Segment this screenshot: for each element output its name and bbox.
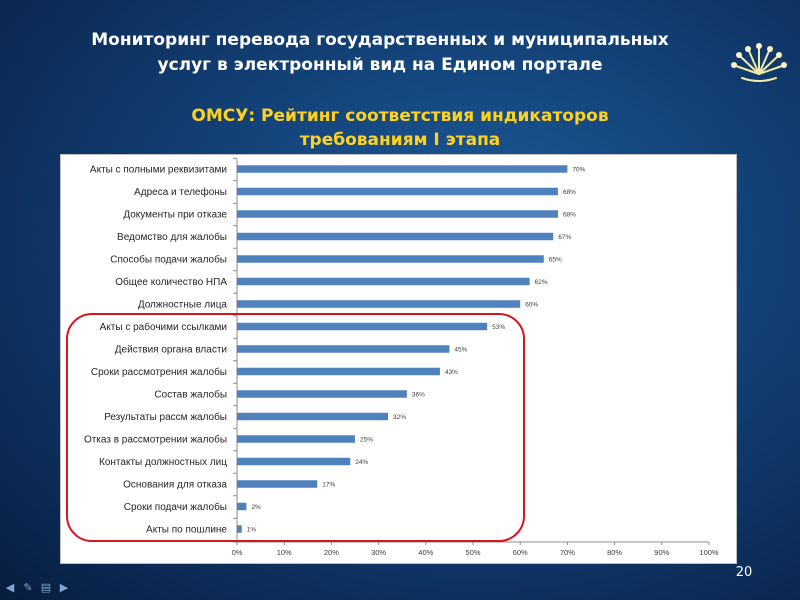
- category-label: Документы при отказе: [123, 210, 227, 221]
- chart-heading-line1: ОМСУ: Рейтинг соответствия индикаторов: [191, 106, 609, 126]
- value-label: 43%: [445, 369, 458, 376]
- bar: [237, 232, 554, 241]
- category-label: Контакты должностных лиц: [99, 457, 227, 468]
- x-tick-label: 20%: [324, 548, 339, 557]
- value-label: 36%: [412, 392, 425, 399]
- value-label: 25%: [360, 437, 373, 444]
- bar: [237, 300, 521, 308]
- value-label: 45%: [454, 347, 467, 354]
- value-label: 24%: [355, 459, 368, 466]
- x-tick-label: 60%: [513, 548, 528, 557]
- page-number: 20: [735, 565, 753, 580]
- bar: [237, 435, 355, 443]
- value-label: 62%: [535, 279, 548, 286]
- bar: [237, 367, 440, 376]
- chart-heading: ОМСУ: Рейтинг соответствия индикаторов т…: [100, 104, 700, 152]
- value-label: 68%: [563, 189, 576, 196]
- value-label: 2%: [251, 504, 261, 511]
- x-tick-label: 50%: [465, 548, 480, 557]
- chart-panel: Акты с полными реквизитами 70% Адреса и те…: [60, 154, 737, 564]
- bar: [237, 525, 242, 533]
- category-label: Акты по пошлине: [146, 525, 227, 536]
- bar: [237, 255, 544, 263]
- value-label: 32%: [393, 414, 406, 421]
- bar: [237, 457, 351, 466]
- category-label: Сроки подачи жалобы: [124, 501, 227, 513]
- value-label: 53%: [492, 324, 505, 331]
- arrow-right-icon[interactable]: ▶: [59, 581, 69, 594]
- category-label: Общее количество НПА: [115, 276, 227, 288]
- bar: [237, 187, 558, 196]
- value-label: 68%: [563, 212, 576, 219]
- category-label: Результаты рассм жалобы: [104, 411, 227, 423]
- category-label: Основания для отказа: [123, 480, 227, 491]
- bar: [237, 345, 450, 353]
- chart-heading-line2: требованиям I этапа: [299, 130, 501, 150]
- highlight-ring: [66, 313, 525, 542]
- value-label: 17%: [322, 482, 335, 489]
- x-tick-label: 10%: [277, 548, 292, 557]
- category-label: Состав жалобы: [154, 389, 227, 401]
- bar: [237, 412, 389, 421]
- bar: [237, 502, 247, 511]
- menu-icon[interactable]: ▤: [40, 581, 52, 594]
- slide-nav-bar: ◀ ✎ ▤ ▶: [4, 580, 74, 596]
- x-tick-label: 40%: [418, 548, 433, 557]
- bar: [237, 390, 407, 398]
- x-tick-label: 80%: [607, 548, 622, 557]
- slide-title: Мониторинг перевода государственных и му…: [30, 28, 730, 78]
- bar: [237, 210, 558, 218]
- value-label: 67%: [558, 234, 571, 241]
- value-label: 1%: [247, 527, 257, 534]
- bar: [237, 277, 530, 286]
- bar-chart: Акты с полными реквизитами 70% Адреса и те…: [84, 157, 719, 557]
- slide-title-line2: услуг в электронный вид на Едином портал…: [157, 55, 603, 75]
- category-label: Должностные лица: [138, 300, 228, 311]
- category-label: Ведомство для жалобы: [117, 231, 227, 243]
- value-label: 70%: [572, 167, 585, 174]
- bar: [237, 165, 568, 173]
- category-label: Акты с полными реквизитами: [90, 165, 227, 176]
- value-label: 60%: [525, 302, 538, 309]
- bar: [237, 322, 488, 331]
- category-label: Адреса и телефоны: [134, 186, 227, 198]
- x-tick-label: 90%: [654, 548, 669, 557]
- emblem-logo: [731, 43, 787, 82]
- slide-title-line1: Мониторинг перевода государственных и му…: [91, 30, 669, 50]
- pencil-icon[interactable]: ✎: [23, 581, 33, 594]
- category-label: Отказ в рассмотрении жалобы: [84, 434, 227, 446]
- category-label: Акты с рабочими ссылками: [100, 321, 227, 333]
- x-tick-label: 30%: [371, 548, 386, 557]
- x-tick-label: 100%: [699, 548, 719, 557]
- category-label: Сроки рассмотрения жалобы: [91, 366, 227, 378]
- category-label: Действия органа власти: [115, 345, 227, 356]
- bar: [237, 480, 318, 488]
- x-tick-label: 70%: [560, 548, 575, 557]
- category-label: Способы подачи жалобы: [110, 254, 227, 266]
- value-label: 65%: [549, 257, 562, 264]
- arrow-left-icon[interactable]: ◀: [5, 581, 15, 594]
- x-tick-label: 0%: [232, 548, 243, 557]
